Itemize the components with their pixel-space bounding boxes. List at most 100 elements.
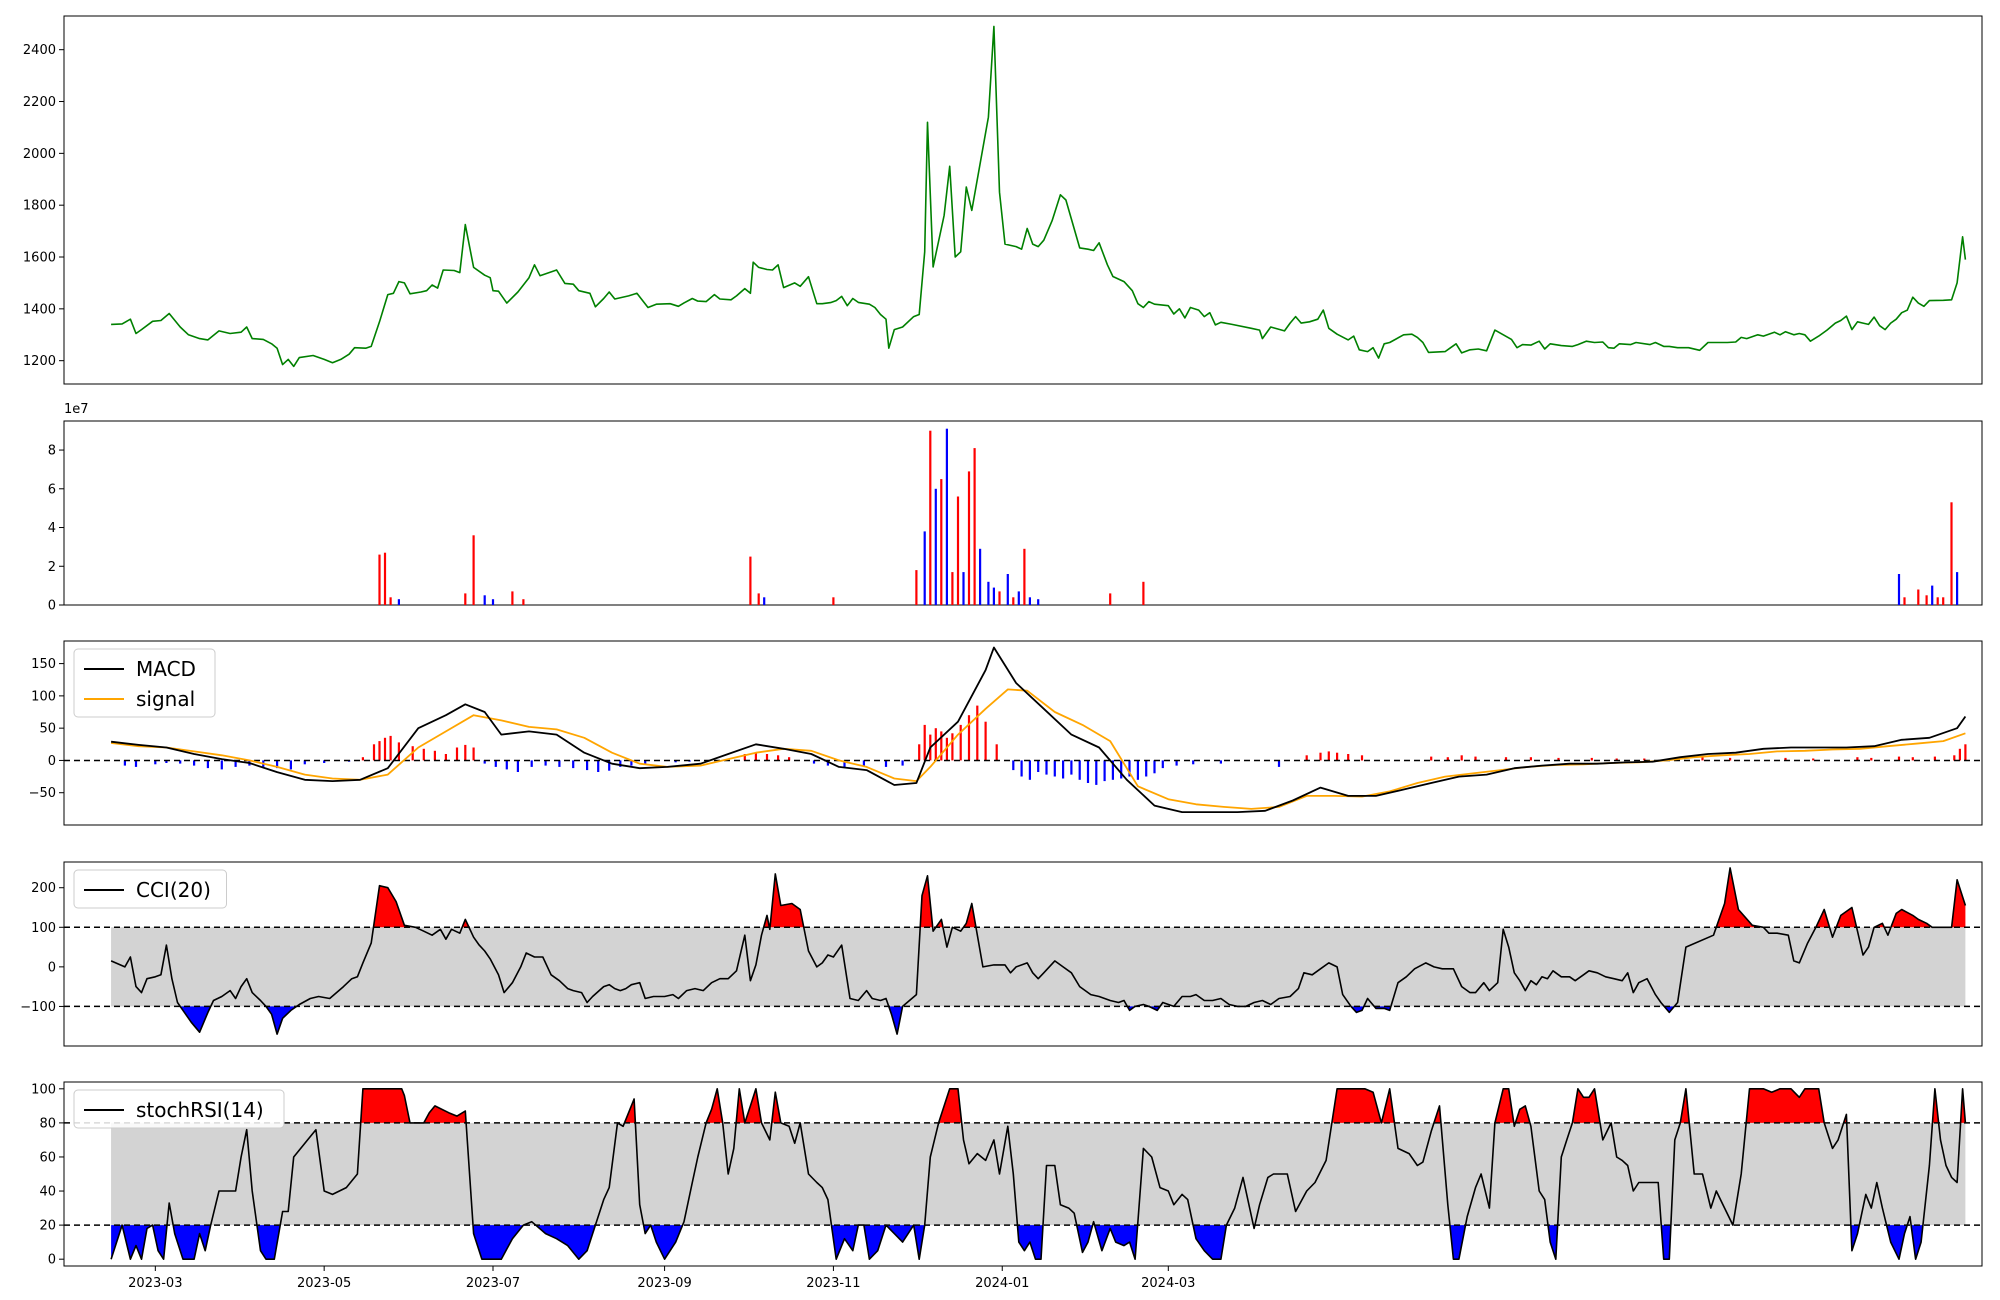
legend-label: CCI(20) — [136, 878, 211, 902]
x-tick-label: 2023-11 — [806, 1276, 860, 1291]
y-tick-label: 1600 — [23, 251, 56, 266]
plot-frame — [63, 640, 1983, 826]
histogram-bar — [383, 737, 387, 761]
y-tick-label: 2200 — [23, 95, 56, 110]
histogram-bar — [884, 760, 888, 767]
x-tick-label: 2023-09 — [637, 1276, 691, 1291]
oversold-fill — [111, 1225, 1924, 1260]
legend-label: stochRSI(14) — [136, 1098, 264, 1122]
histogram-bar — [1037, 760, 1040, 772]
histogram-bar — [1153, 760, 1156, 774]
histogram-bar — [1120, 760, 1123, 779]
price-panel: 1200 1400 1600 1800 2000 2200 2400 — [23, 15, 1983, 385]
histogram-bar — [505, 760, 508, 770]
histogram-bar — [433, 750, 436, 761]
plot-frame — [63, 861, 1983, 1047]
y-tick-label: 100 — [31, 689, 56, 704]
y-tick-label: 1800 — [23, 199, 56, 214]
histogram-bar — [397, 742, 400, 761]
histogram-bar — [1192, 760, 1195, 765]
volume-bar — [945, 428, 948, 605]
histogram-bar — [1070, 760, 1073, 775]
volume-bar — [511, 591, 514, 605]
legend-box — [73, 1089, 285, 1129]
y-tick-label: 0 — [48, 960, 56, 975]
volume-bar — [1936, 597, 1939, 605]
y-tick-label: 200 — [31, 881, 56, 896]
histogram-bar — [572, 760, 575, 769]
histogram-bar — [1911, 757, 1914, 761]
volume-bar — [491, 599, 495, 605]
volume-bar — [832, 597, 835, 605]
histogram-bar — [206, 760, 209, 769]
volume-bar — [1897, 574, 1901, 605]
stochrsi-panel: 0 20 40 60 80 100 stochRSI(14) 2023-03 2023-05 20… — [31, 1081, 1983, 1291]
histogram-bar — [597, 760, 600, 772]
histogram-bar — [361, 757, 364, 761]
y-tick-label: −100 — [20, 1000, 56, 1015]
volume-bar — [1006, 574, 1009, 605]
y-tick-label: 0 — [48, 599, 56, 614]
macd-panel: −50 0 50 100 150 MACD signal — [29, 640, 1983, 826]
volume-bar — [464, 593, 467, 605]
histogram-bar — [901, 760, 904, 766]
histogram-bar — [1643, 758, 1646, 761]
y-tick-label: 40 — [39, 1185, 56, 1200]
histogram-bar — [812, 760, 816, 764]
volume-bar — [1012, 597, 1015, 605]
y-tick-label: 2 — [48, 560, 56, 575]
histogram-bar — [494, 760, 497, 767]
histogram-bar — [1045, 760, 1048, 775]
histogram-bar — [389, 735, 392, 761]
y-tick-label: 1200 — [23, 354, 56, 369]
volume-bar — [929, 430, 932, 605]
volume-bar — [956, 496, 960, 605]
histogram-bar — [1474, 756, 1477, 761]
y-tick-label: 0 — [48, 754, 56, 769]
macd-line — [110, 646, 1967, 813]
volume-bar — [1017, 591, 1020, 605]
histogram-bar — [464, 744, 467, 761]
volume-bar — [923, 531, 926, 605]
y-tick-label: 100 — [31, 1082, 56, 1097]
histogram-bar — [862, 760, 865, 766]
histogram-bar — [1136, 760, 1139, 780]
histogram-bar — [1446, 757, 1449, 761]
histogram-bar — [608, 760, 611, 771]
volume-bar — [1917, 589, 1920, 605]
volume-bar — [992, 587, 995, 605]
histogram-bar — [984, 721, 987, 761]
histogram-bar — [1062, 760, 1065, 779]
histogram-bar — [289, 760, 292, 770]
volume-bar — [1925, 595, 1928, 605]
histogram-bar — [123, 760, 126, 766]
legend-label: MACD — [136, 657, 196, 681]
volume-bar — [1023, 548, 1026, 605]
histogram-bar — [276, 760, 279, 769]
y-tick-label: 150 — [31, 657, 56, 672]
histogram-bar — [1897, 756, 1901, 761]
histogram-bar — [1086, 760, 1090, 783]
volume-bar — [967, 471, 971, 605]
histogram-bar — [378, 741, 381, 761]
histogram-bar — [1161, 760, 1164, 769]
plot-frame — [63, 15, 1983, 385]
histogram-bar — [1319, 752, 1322, 761]
volume-bar — [951, 572, 954, 605]
volume-bar — [1142, 581, 1145, 605]
histogram-bar — [644, 760, 647, 764]
histogram-bar — [1701, 757, 1704, 761]
y-tick-label: 80 — [39, 1116, 56, 1131]
histogram-bar — [918, 744, 921, 761]
histogram-bar — [945, 737, 948, 761]
volume-bar — [979, 548, 982, 605]
histogram-bar — [1028, 760, 1031, 780]
histogram-bar — [1812, 758, 1815, 761]
histogram-bar — [843, 760, 846, 767]
y-tick-label: 0 — [48, 1253, 56, 1268]
volume-bar — [397, 599, 400, 605]
histogram-bar — [444, 754, 447, 761]
y-tick-label: 2000 — [23, 147, 56, 162]
histogram-bar — [1111, 760, 1114, 780]
